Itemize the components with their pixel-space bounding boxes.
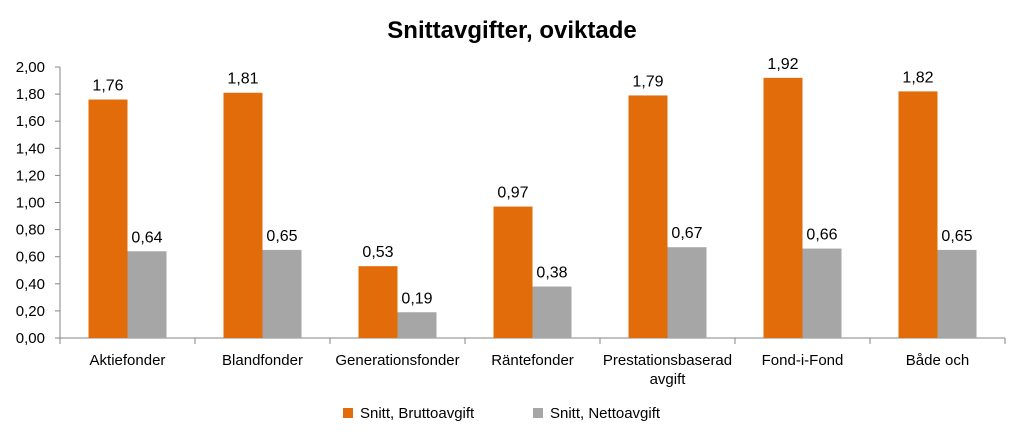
data-label: 0,65	[941, 228, 972, 245]
y-tick-label: 2,00	[16, 59, 45, 76]
legend-label: Snitt, Bruttoavgift	[360, 405, 475, 422]
bar-netto	[127, 251, 167, 338]
legend-label: Snitt, Nettoavgift	[550, 405, 661, 422]
x-category-label: Fond-i-Fond	[762, 352, 844, 369]
y-tick-label: 0,60	[16, 249, 45, 266]
bar-netto	[262, 249, 302, 338]
x-category-label: Blandfonder	[222, 352, 303, 369]
x-category-label: avgift	[650, 371, 687, 388]
bar-brutto	[493, 206, 533, 338]
data-label: 0,67	[671, 225, 702, 242]
x-category-label: Aktiefonder	[90, 352, 166, 369]
data-label: 0,53	[362, 244, 393, 261]
bar-brutto	[88, 99, 128, 339]
y-tick-label: 0,80	[16, 222, 45, 239]
data-label: 0,64	[131, 229, 162, 246]
bar-brutto	[898, 91, 938, 338]
bar-brutto	[223, 92, 263, 339]
y-tick-label: 0,40	[16, 276, 45, 293]
data-label: 1,76	[92, 78, 123, 95]
data-label: 0,97	[497, 185, 528, 202]
bar-brutto	[763, 77, 803, 338]
legend-swatch-brutto	[343, 408, 353, 418]
y-tick-label: 0,00	[16, 330, 45, 347]
bar-netto	[937, 249, 977, 338]
bar-netto	[532, 286, 572, 338]
bar-netto	[667, 247, 707, 338]
data-label: 1,92	[767, 56, 798, 73]
legend-swatch-netto	[533, 408, 543, 418]
bar-netto	[397, 312, 437, 338]
x-category-label: Prestationsbaserad	[603, 352, 732, 369]
data-label: 1,79	[632, 73, 663, 90]
y-tick-label: 1,60	[16, 113, 45, 130]
y-tick-label: 1,20	[16, 167, 45, 184]
bar-netto	[802, 248, 842, 338]
bar-brutto	[628, 95, 668, 338]
data-label: 0,65	[266, 228, 297, 245]
chart-title: Snittavgifter, oviktade	[387, 17, 636, 44]
y-tick-label: 1,40	[16, 140, 45, 157]
y-tick-label: 1,80	[16, 86, 45, 103]
data-label: 0,66	[806, 227, 837, 244]
x-category-label: Generationsfonder	[335, 352, 459, 369]
data-label: 1,81	[227, 71, 258, 88]
x-category-label: Både och	[906, 352, 969, 369]
bar-brutto	[358, 266, 398, 338]
data-label: 0,19	[401, 290, 432, 307]
data-label: 1,82	[902, 69, 933, 86]
y-tick-label: 1,00	[16, 195, 45, 212]
data-label: 0,38	[536, 265, 567, 282]
y-tick-label: 0,20	[16, 303, 45, 320]
x-category-label: Räntefonder	[491, 352, 574, 369]
